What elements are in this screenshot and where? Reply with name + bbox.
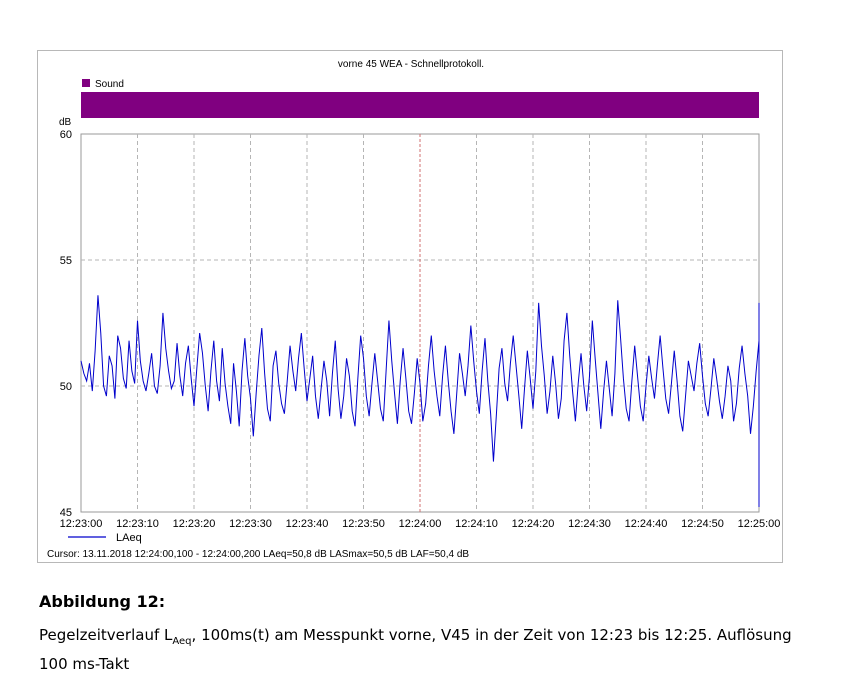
x-tick-label: 12:23:50 bbox=[342, 518, 385, 530]
caption-prefix: Pegelzeitverlauf L bbox=[39, 626, 173, 644]
x-tick-label: 12:23:40 bbox=[286, 518, 329, 530]
caption-subscript: Aeq bbox=[172, 636, 192, 647]
y-tick-label: 50 bbox=[60, 381, 72, 393]
y-tick-labels: 60 55 50 45 bbox=[60, 129, 72, 519]
x-tick-label: 12:24:20 bbox=[512, 518, 555, 530]
series-laeq-line bbox=[80, 295, 760, 507]
cursor-readout: Cursor: 13.11.2018 12:24:00,100 - 12:24:… bbox=[47, 549, 469, 560]
y-tick-label: 45 bbox=[60, 507, 72, 519]
x-tick-label: 12:24:40 bbox=[625, 518, 668, 530]
figure-caption-text: Pegelzeitverlauf LAeq, 100ms(t) am Messp… bbox=[39, 624, 819, 676]
figure-caption-title: Abbildung 12: bbox=[39, 592, 166, 611]
chart-frame: vorne 45 WEA - Schnellprotokoll. Sound d… bbox=[37, 50, 783, 563]
x-tick-label: 12:23:30 bbox=[229, 518, 272, 530]
y-tick-label: 55 bbox=[60, 255, 72, 267]
x-tick-label: 12:24:30 bbox=[568, 518, 611, 530]
x-tick-label: 12:25:00 bbox=[738, 518, 781, 530]
x-tick-label: 12:24:00 bbox=[399, 518, 442, 530]
chart-svg: vorne 45 WEA - Schnellprotokoll. Sound d… bbox=[47, 59, 781, 560]
x-tick-label: 12:24:50 bbox=[681, 518, 724, 530]
sound-band bbox=[81, 92, 759, 118]
legend-label-laeq: LAeq bbox=[116, 532, 142, 544]
x-tick-label: 12:24:10 bbox=[455, 518, 498, 530]
x-tick-label: 12:23:10 bbox=[116, 518, 159, 530]
caption-rest: , 100ms(t) am Messpunkt vorne, V45 in de… bbox=[39, 626, 792, 673]
x-tick-label: 12:23:20 bbox=[173, 518, 216, 530]
y-tick-label: 60 bbox=[60, 129, 72, 141]
y-axis-unit: dB bbox=[59, 117, 72, 128]
x-tick-labels: 12:23:00 12:23:10 12:23:20 12:23:30 12:23:40… bbox=[60, 518, 781, 530]
sound-legend-label: Sound bbox=[95, 79, 124, 90]
x-tick-label: 12:23:00 bbox=[60, 518, 103, 530]
chart-title: vorne 45 WEA - Schnellprotokoll. bbox=[338, 59, 484, 70]
sound-legend-swatch bbox=[82, 79, 90, 87]
